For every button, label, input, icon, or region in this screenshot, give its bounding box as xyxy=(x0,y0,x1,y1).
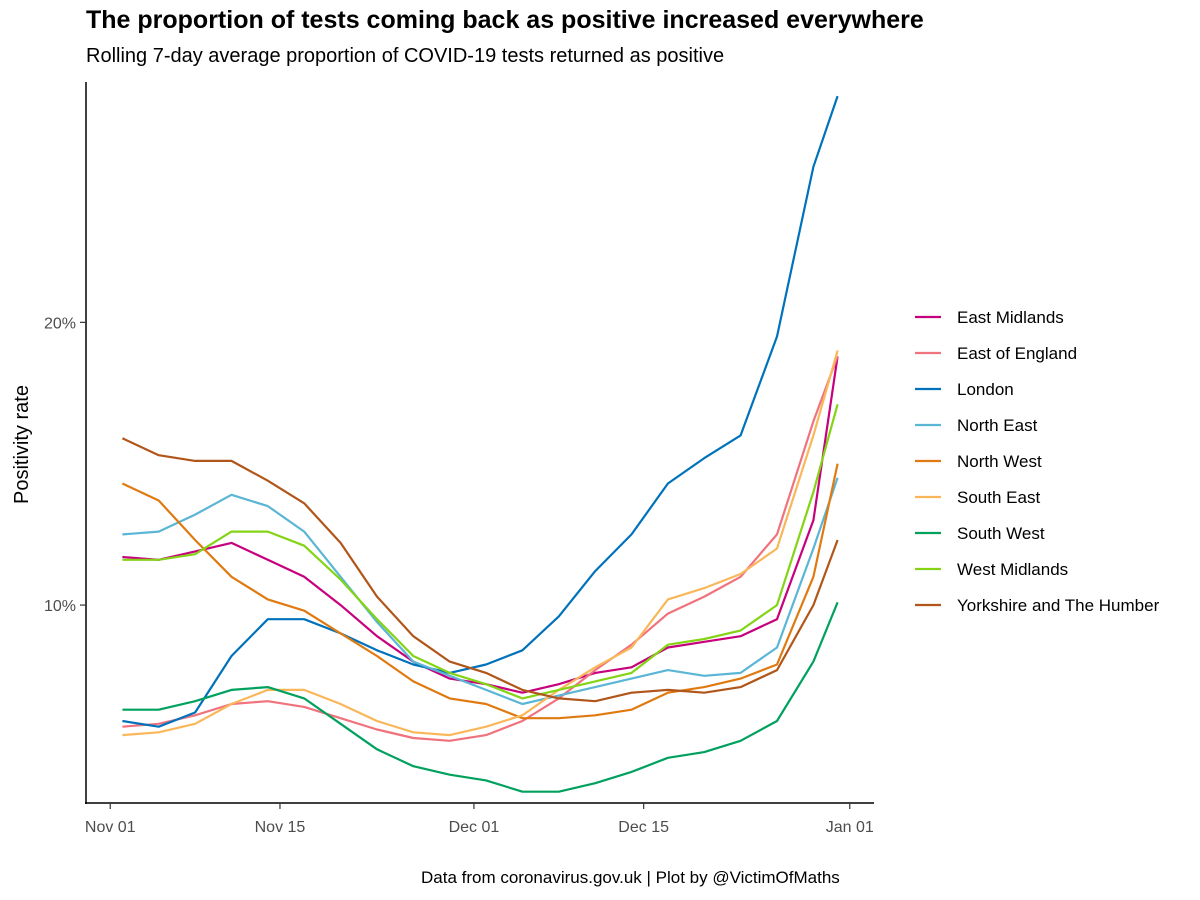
x-tick-label: Dec 01 xyxy=(449,819,500,836)
chart-subtitle: Rolling 7-day average proportion of COVI… xyxy=(86,45,725,67)
legend-label: North East xyxy=(957,416,1038,435)
legend-label: West Midlands xyxy=(957,560,1068,579)
x-tick-label: Nov 01 xyxy=(85,819,136,836)
legend-label: South West xyxy=(957,524,1045,543)
chart-title: The proportion of tests coming back as p… xyxy=(86,6,924,34)
series-line-south-east xyxy=(122,350,839,737)
chart-caption: Data from coronavirus.gov.uk | Plot by @… xyxy=(421,868,840,887)
series-line-east-of-england xyxy=(122,355,839,742)
series-line-yorkshire-and-the-humber xyxy=(121,437,839,703)
legend-label: South East xyxy=(957,488,1040,507)
legend-label: Yorkshire and The Humber xyxy=(957,596,1160,615)
legend-label: East of England xyxy=(957,344,1077,363)
series-line-west-midlands xyxy=(122,404,839,700)
x-tick-label: Jan 01 xyxy=(826,819,874,836)
y-axis-title: Positivity rate xyxy=(11,385,33,504)
x-tick-label: Nov 15 xyxy=(255,819,306,836)
legend-label: North West xyxy=(957,452,1042,471)
series-lines xyxy=(121,95,839,793)
series-line-south-west xyxy=(122,601,839,793)
y-tick-label: 20% xyxy=(44,315,76,332)
x-tick-label: Dec 15 xyxy=(618,819,669,836)
series-line-london xyxy=(122,95,839,728)
series-line-east-midlands xyxy=(122,356,839,694)
series-line-north-west xyxy=(121,463,839,720)
y-tick-label: 10% xyxy=(44,598,76,615)
legend: East Midlands East of England London North … xyxy=(915,308,1160,615)
legend-label: London xyxy=(957,380,1014,399)
axes: Nov 01 Nov 15 Dec 01 Dec 15 Jan 01 10% 20% Posi… xyxy=(11,82,874,836)
series-line-north-east xyxy=(122,477,839,706)
legend-label: East Midlands xyxy=(957,308,1064,327)
